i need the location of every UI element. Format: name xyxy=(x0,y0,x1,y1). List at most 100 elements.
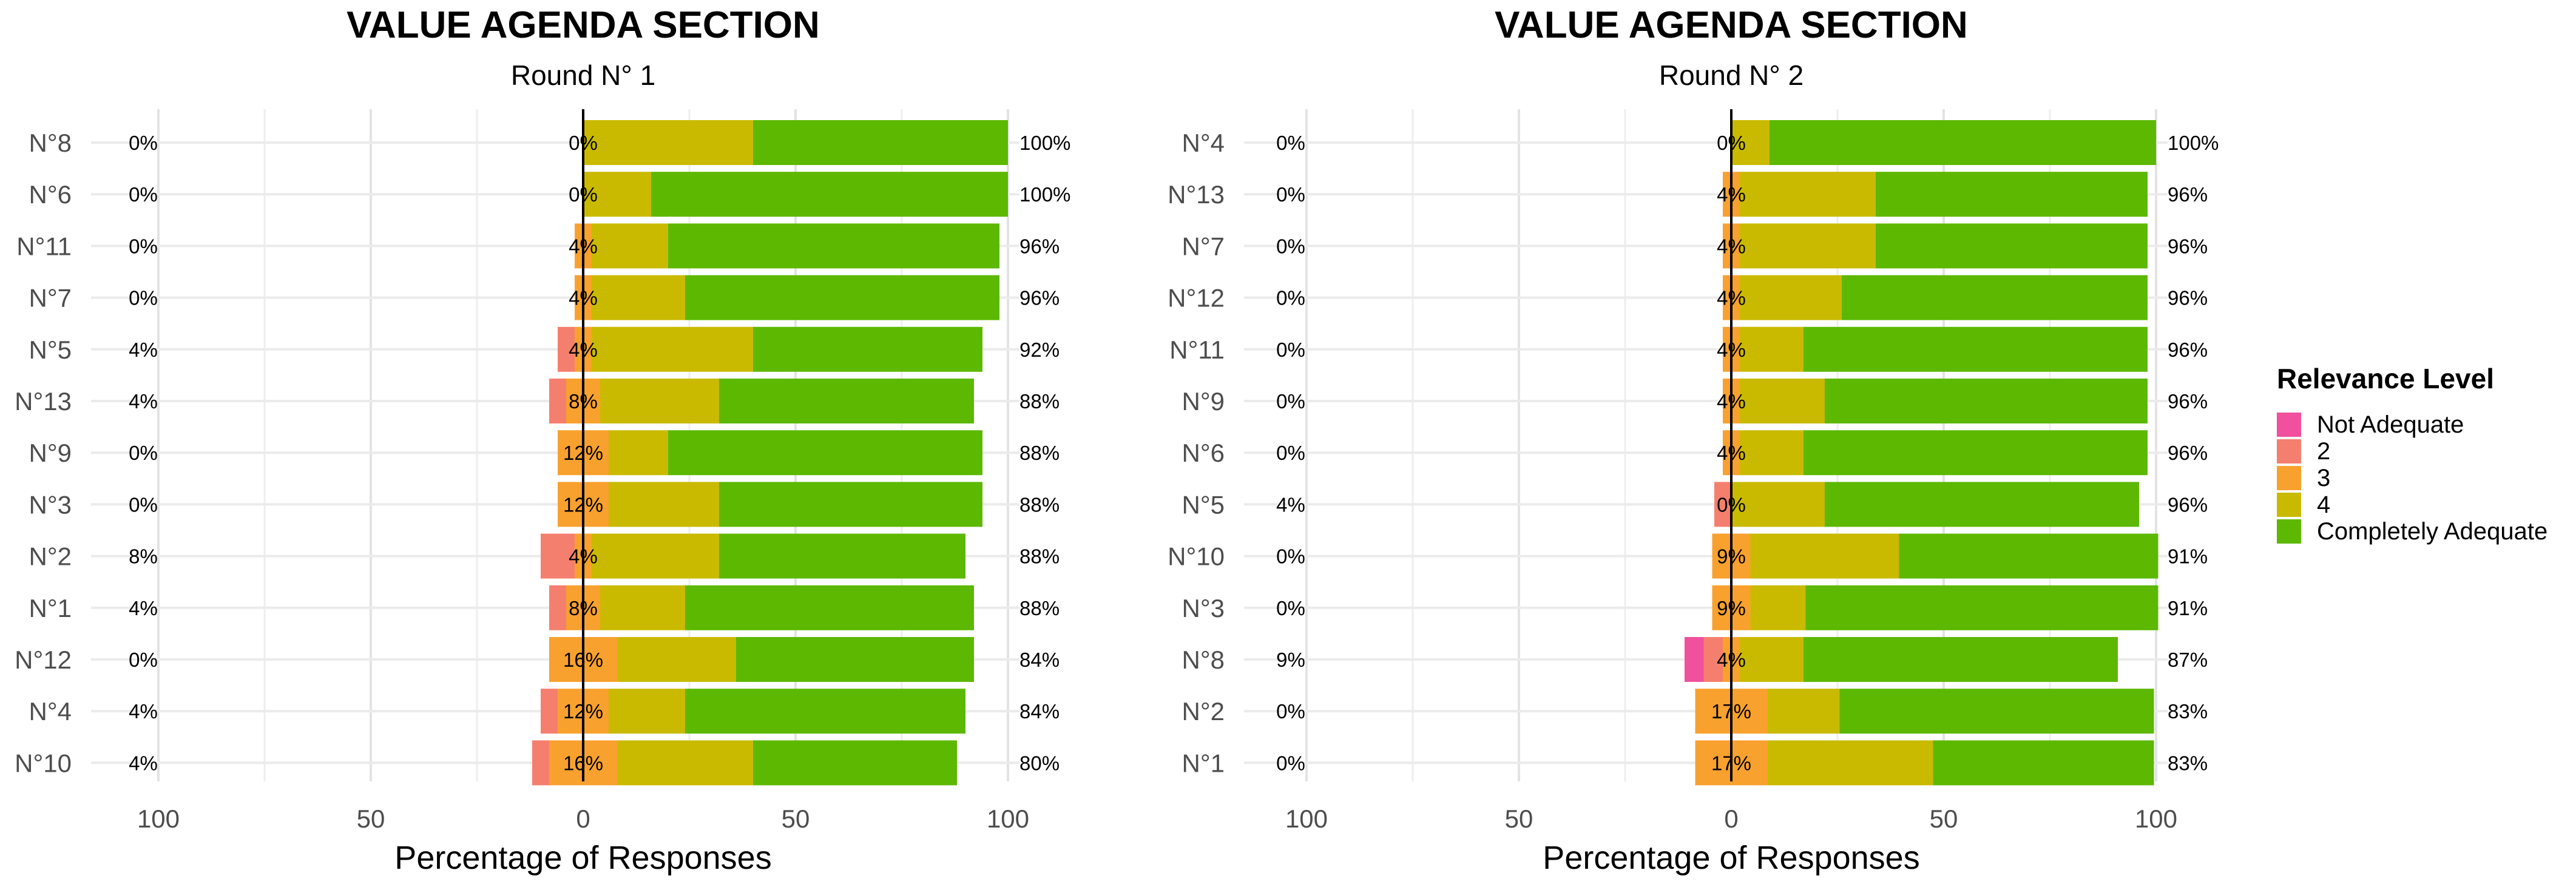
bar-segment-4 xyxy=(617,740,753,786)
bar-segment-4 xyxy=(617,637,736,682)
right-percent-label: 83% xyxy=(2168,752,2208,774)
bar-segment-4 xyxy=(1740,326,1804,372)
category-label: N°1 xyxy=(1182,749,1225,777)
bar-segment-completely-adequate xyxy=(1933,740,2154,786)
bar-segment-4 xyxy=(1740,637,1804,682)
category-label: N°8 xyxy=(29,129,72,157)
right-percent-label: 96% xyxy=(2168,442,2208,464)
right-percent-label: 96% xyxy=(2168,183,2208,206)
legend-label: Completely Adequate xyxy=(2317,518,2547,545)
bar-segment-3 xyxy=(1731,637,1740,682)
bar-segment-not-adequate xyxy=(1685,637,1704,682)
bar-segment-completely-adequate xyxy=(753,120,1008,165)
left-percent-label: 0% xyxy=(129,287,158,309)
x-tick-label: 100 xyxy=(1285,804,1328,833)
bar-segment-3 xyxy=(583,379,600,423)
category-label: N°2 xyxy=(1182,697,1225,726)
legend-swatch xyxy=(2277,413,2301,437)
bar-segment-completely-adequate xyxy=(1839,689,2154,734)
bar-segment-4 xyxy=(592,533,719,579)
right-percent-label: 91% xyxy=(2168,545,2208,568)
legend-title: Relevance Level xyxy=(2277,363,2494,394)
left-percent-label: 0% xyxy=(129,442,158,464)
left-percent-label: 4% xyxy=(129,752,158,774)
category-label: N°12 xyxy=(15,646,72,674)
bar-segment-3 xyxy=(575,275,583,320)
bar-segment-3 xyxy=(566,585,583,630)
bar-segment-3 xyxy=(1731,172,1740,217)
left-percent-label: 0% xyxy=(1276,545,1305,568)
right-percent-label: 96% xyxy=(2168,235,2208,257)
legend-label: 3 xyxy=(2317,465,2330,491)
bar-segment-3 xyxy=(583,637,617,682)
bar-segment-3 xyxy=(1723,430,1731,476)
bar-segment-completely-adequate xyxy=(1804,326,2148,372)
bar-segment-2 xyxy=(541,689,558,734)
category-label: N°1 xyxy=(29,594,72,622)
bar-segment-3 xyxy=(1731,740,1768,786)
bar-segment-3 xyxy=(566,379,583,423)
bar-segment-3 xyxy=(583,326,592,372)
bar-segment-4 xyxy=(1731,482,1825,527)
bar-segment-completely-adequate xyxy=(685,689,965,734)
right-percent-label: 87% xyxy=(2168,649,2208,671)
bar-segment-3 xyxy=(1723,172,1731,217)
right-percent-label: 83% xyxy=(2168,700,2208,723)
right-percent-label: 92% xyxy=(1019,339,1060,361)
right-percent-label: 88% xyxy=(1019,493,1060,516)
x-tick-label: 0 xyxy=(576,804,590,833)
bar-segment-3 xyxy=(1731,533,1751,579)
category-label: N°9 xyxy=(29,439,72,467)
bar-segment-4 xyxy=(1767,740,1933,786)
right-percent-label: 88% xyxy=(1019,545,1060,568)
bar-segment-completely-adequate xyxy=(719,533,965,579)
right-percent-label: 96% xyxy=(2168,339,2208,361)
right-percent-label: 84% xyxy=(1019,700,1060,723)
left-percent-label: 0% xyxy=(1276,287,1305,309)
category-label: N°12 xyxy=(1168,284,1225,312)
x-tick-label: 0 xyxy=(1724,804,1738,833)
bar-segment-4 xyxy=(1740,223,1876,269)
category-label: N°13 xyxy=(1168,180,1225,209)
bar-segment-3 xyxy=(583,223,592,269)
legend-label: 4 xyxy=(2317,491,2330,518)
bar-segment-completely-adequate xyxy=(685,585,974,630)
left-percent-label: 0% xyxy=(129,235,158,257)
legend: Relevance Level Not Adequate234Completely… xyxy=(2277,363,2547,545)
left-percent-label: 0% xyxy=(129,649,158,671)
bar-segment-4 xyxy=(609,482,719,527)
bar-segment-2 xyxy=(558,326,575,372)
category-label: N°6 xyxy=(1182,439,1225,467)
bar-segment-3 xyxy=(558,689,583,734)
category-label: N°13 xyxy=(15,387,72,416)
bar-segment-completely-adequate xyxy=(668,223,999,269)
bar-segment-3 xyxy=(1731,223,1740,269)
legend-label: 2 xyxy=(2317,438,2330,465)
bar-segment-3 xyxy=(1723,223,1731,269)
category-label: N°8 xyxy=(1182,646,1225,674)
bar-segment-3 xyxy=(583,275,592,320)
right-percent-label: 96% xyxy=(2168,390,2208,413)
bar-segment-3 xyxy=(575,326,583,372)
bar-segment-3 xyxy=(583,740,617,786)
panel-round-2: VALUE AGENDA SECTION Round N° 2 N°4 0% 0% 100… xyxy=(1168,4,2219,876)
bar-segment-3 xyxy=(583,482,609,527)
x-tick-label: 50 xyxy=(1505,804,1533,833)
bar-segment-4 xyxy=(1740,275,1842,320)
bar-segment-2 xyxy=(541,533,575,579)
bar-segment-completely-adequate xyxy=(1825,482,2139,527)
right-percent-label: 84% xyxy=(1019,649,1060,671)
legend-swatch xyxy=(2277,466,2301,490)
bar-segment-4 xyxy=(592,326,753,372)
right-percent-label: 96% xyxy=(1019,287,1060,309)
bar-segment-3 xyxy=(1712,533,1731,579)
bar-segment-2 xyxy=(549,585,566,630)
bar-segment-3 xyxy=(1695,689,1731,734)
right-percent-label: 88% xyxy=(1019,442,1060,464)
bar-segment-4 xyxy=(1740,172,1876,217)
bar-segment-3 xyxy=(583,585,600,630)
left-percent-label: 0% xyxy=(1276,339,1305,361)
bar-segment-completely-adequate xyxy=(685,275,999,320)
bar-segment-4 xyxy=(600,379,719,423)
